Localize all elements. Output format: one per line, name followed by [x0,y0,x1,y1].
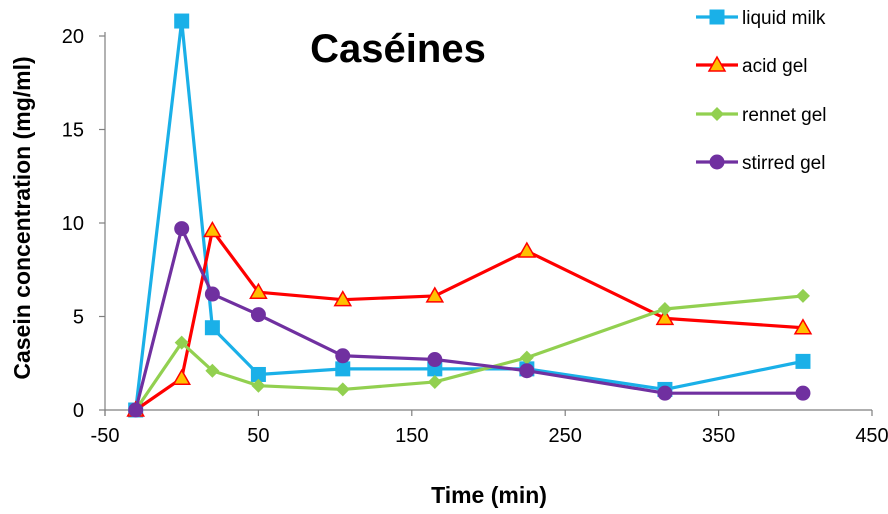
data-point-acid-gel [172,368,191,385]
chart-title: Caséines [310,27,486,71]
data-point-stirred-gel [795,385,811,401]
data-point-liquid-milk [250,366,266,382]
series-rennet-gel [128,288,810,417]
legend-marker [709,9,725,25]
legend-marker [710,107,724,121]
data-point-acid-gel [655,308,675,326]
series-line-liquid-milk [134,19,804,411]
series-layer [126,13,813,418]
data-point-acid-gel [425,286,445,303]
x-tick-label: 450 [855,425,888,447]
data-point-rennet-gel [251,378,266,393]
legend-label: rennet gel [742,105,827,126]
series-acid-gel [126,220,813,417]
x-tick-label: 350 [702,425,735,447]
x-axis-title: Time (min) [431,482,547,508]
y-tick-label: 15 [62,120,84,142]
data-point-rennet-gel [795,288,810,303]
legend-label: stirred gel [742,153,825,174]
legend-item-stirred-gel: stirred gel [696,153,825,174]
data-point-stirred-gel [204,286,220,302]
data-point-acid-gel [793,318,813,335]
legend-item-acid-gel: acid gel [696,55,808,77]
legend-item-rennet-gel: rennet gel [696,105,827,126]
y-tick-label: 10 [62,213,84,235]
data-point-stirred-gel [657,385,673,401]
x-tick-label: -50 [91,425,120,447]
legend: liquid milk acid gel rennet gel stirred gel [696,8,827,174]
data-point-rennet-gel [519,350,534,365]
data-point-stirred-gel [250,307,266,323]
data-point-liquid-milk [335,361,351,377]
data-point-stirred-gel [519,363,535,379]
data-point-stirred-gel [128,402,144,418]
x-tick-label: 150 [395,425,428,447]
legend-label: acid gel [742,56,808,77]
y-tick-label: 20 [62,26,84,48]
data-point-liquid-milk [204,320,220,336]
data-point-rennet-gel [174,335,189,350]
y-tick-label: 5 [73,307,84,329]
y-axis-title: Casein concentration (mg/ml) [9,56,35,379]
legend-marker [709,154,725,170]
data-point-liquid-milk [795,353,811,369]
data-point-liquid-milk [174,13,190,29]
y-tick-label: 0 [73,400,84,422]
data-point-rennet-gel [205,363,220,378]
data-point-stirred-gel [335,348,351,364]
data-point-rennet-gel [657,302,672,317]
data-point-rennet-gel [427,374,442,389]
data-point-stirred-gel [427,352,443,368]
series-stirred-gel [128,221,811,418]
data-point-acid-gel [203,220,222,238]
data-point-acid-gel [249,282,268,299]
data-point-acid-gel [517,241,537,258]
data-point-rennet-gel [335,382,350,397]
x-tick-label: 250 [549,425,582,447]
series-liquid-milk [128,13,811,418]
data-point-stirred-gel [174,221,190,237]
data-point-acid-gel [333,290,353,307]
legend-marker [707,55,727,72]
legend-label: liquid milk [742,8,826,29]
legend-item-liquid-milk: liquid milk [696,8,826,29]
axes: -50 50 150 250 350 450 0 5 10 15 20 [62,26,888,447]
x-tick-label: 50 [247,425,269,447]
